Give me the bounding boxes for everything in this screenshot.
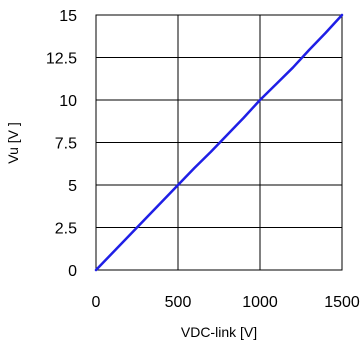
plot-area-frame <box>95 14 343 271</box>
y-tick-label: 10 <box>59 93 77 110</box>
x-tick-label: 1500 <box>324 294 360 311</box>
x-tick-label: 1000 <box>242 294 278 311</box>
y-tick-label: 0 <box>68 263 77 280</box>
y-axis-tick-labels: 0 2.5 5 7.5 10 12.5 15 <box>46 8 77 280</box>
y-tick-label: 7.5 <box>55 136 77 153</box>
y-tick-label: 12.5 <box>46 51 77 68</box>
series-group <box>94 13 344 272</box>
series-line <box>94 13 344 272</box>
x-axis-tick-labels: 0 500 1000 1500 <box>92 294 360 311</box>
x-tick-label: 500 <box>165 294 192 311</box>
x-axis-title: VDC-link [V] <box>181 324 257 340</box>
y-tick-label: 15 <box>59 8 77 25</box>
y-axis-title: Vu [V ] <box>5 122 21 164</box>
y-tick-label: 2.5 <box>55 221 77 238</box>
x-tick-label: 0 <box>92 294 101 311</box>
y-tick-label: 5 <box>68 178 77 195</box>
